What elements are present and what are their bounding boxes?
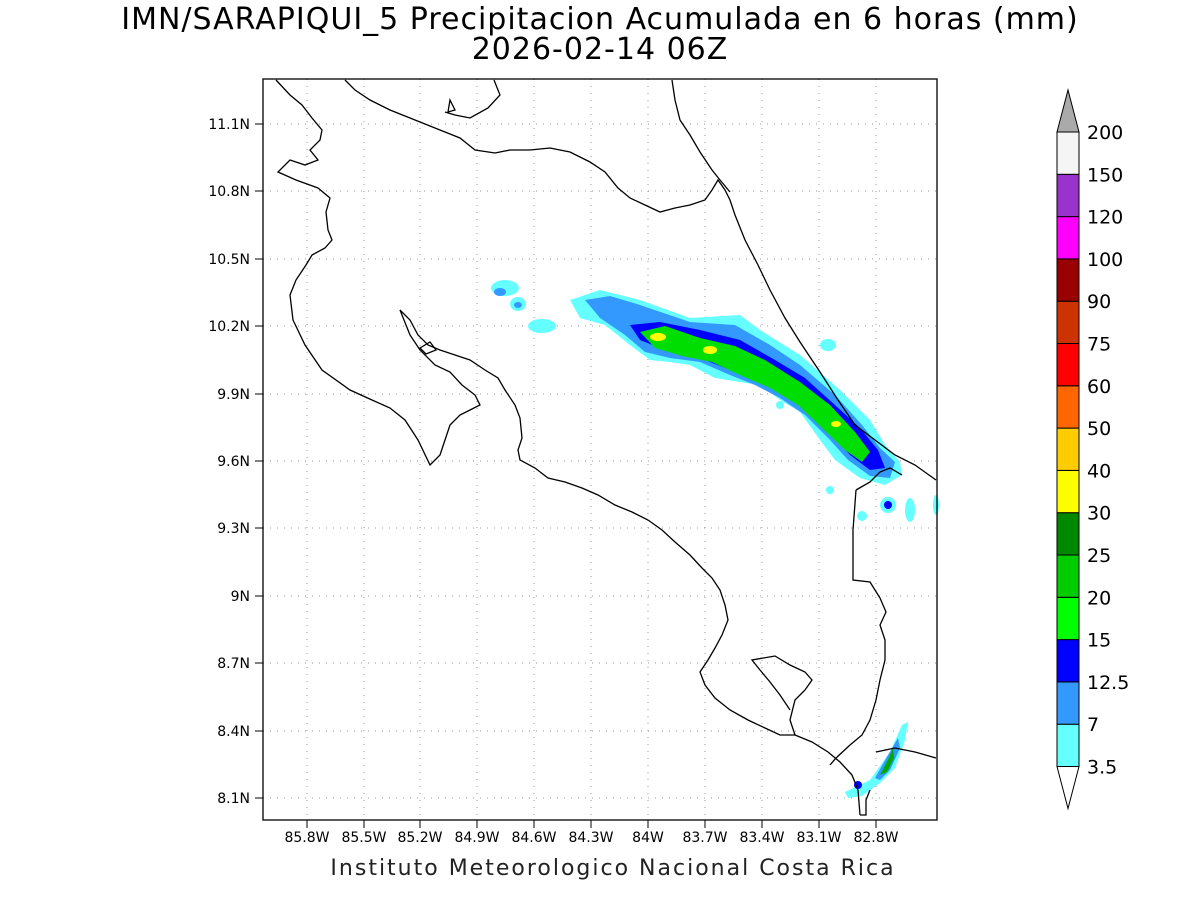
precip-cell-south [880,748,894,775]
colorbar-swatch [1056,723,1080,768]
precip-cell [884,501,892,509]
colorbar-swatch [1056,131,1080,175]
lon-label: 84.6W [511,830,556,846]
lat-label: 8.4N [217,724,250,740]
lat-label: 9.9N [217,387,250,403]
colorbar-label: 120 [1087,207,1123,229]
colorbar-label: 150 [1087,164,1123,186]
colorbar-arrow-low [1056,766,1080,811]
map-grid [263,79,937,820]
colorbar-label: 75 [1087,334,1111,356]
lon-label: 85.2W [397,830,442,846]
lat-label: 8.1N [217,791,250,807]
latitude-labels: 11.1N 10.8N 10.5N 10.2N 9.9N 9.6N 9.3N 9… [208,117,250,807]
colorbar-arrow-high [1056,88,1080,133]
colorbar-swatch [1056,596,1080,641]
precip-core-yellow [703,346,717,354]
coastline [275,79,937,816]
lon-label: 83.7W [682,830,727,846]
precip-core-yellow [650,333,666,341]
colorbar-swatch [1056,385,1080,429]
precip-cell-south [854,781,862,789]
lon-label: 82.8W [853,830,898,846]
precip-cell [776,401,784,409]
colorbar-label: 90 [1087,291,1111,313]
chart-subtitle-datetime: 2026-02-14 06Z [471,32,729,67]
lat-label: 9.3N [217,521,250,537]
lon-label: 84.3W [568,830,613,846]
lat-label: 10.8N [208,184,250,200]
precip-cell [494,288,506,296]
precip-cell-south [845,722,908,798]
lon-label: 85.8W [284,830,329,846]
colorbar-label: 60 [1087,376,1111,398]
map-frame [262,78,938,821]
colorbar-label: 50 [1087,418,1111,440]
lat-label: 10.5N [208,252,250,268]
lon-label: 83.1W [796,830,841,846]
colorbar-legend: 3.5 7 12.5 15 20 25 30 40 50 60 75 90 100 120 150 200 [1056,88,1129,811]
lon-label: 85.5W [341,830,386,846]
colorbar-label: 25 [1087,545,1111,567]
lon-label: 84.9W [454,830,499,846]
colorbar-label: 3.5 [1087,757,1117,779]
colorbar-swatch [1056,681,1080,725]
colorbar-swatch [1056,216,1080,260]
colorbar-swatch [1056,300,1080,345]
footer-credit: Instituto Meteorologico Nacional Costa R… [330,856,896,881]
lon-label: 83.4W [739,830,784,846]
lat-label: 11.1N [208,117,250,133]
precip-cell [514,302,522,308]
colorbar-label: 15 [1087,630,1111,652]
colorbar-swatch [1056,512,1080,556]
colorbar-label: 30 [1087,503,1111,525]
chart-title: IMN/SARAPIQUI_5 Precipitacion Acumulada … [121,2,1079,37]
lat-label: 10.2N [208,319,250,335]
colorbar-label: 7 [1087,714,1099,736]
longitude-labels: 85.8W 85.5W 85.2W 84.9W 84.6W 84.3W 84W … [284,830,898,846]
colorbar-swatch [1056,343,1080,387]
colorbar-label: 20 [1087,587,1111,609]
precip-cell [857,511,867,521]
lat-label: 9N [231,589,250,605]
lat-label: 8.7N [217,656,250,672]
colorbar-swatch [1056,469,1080,514]
colorbar-swatch [1056,173,1080,218]
precip-cell [933,495,939,515]
precip-core-yellow [831,421,841,427]
colorbar-swatch [1056,639,1080,683]
precipitation-field [491,280,939,798]
colorbar-swatch [1056,258,1080,302]
axis-ticks [255,123,877,828]
colorbar-swatch [1056,427,1080,471]
colorbar-label: 200 [1087,122,1123,144]
colorbar-swatch [1056,554,1080,598]
precip-cell [528,319,556,333]
colorbar-label: 12.5 [1087,672,1129,694]
precip-cell [826,486,834,494]
precip-cell [820,339,836,351]
lon-label: 84W [632,830,664,846]
colorbar-label: 40 [1087,460,1111,482]
colorbar-label: 100 [1087,249,1123,271]
precip-cell [905,498,915,522]
lat-label: 9.6N [217,454,250,470]
